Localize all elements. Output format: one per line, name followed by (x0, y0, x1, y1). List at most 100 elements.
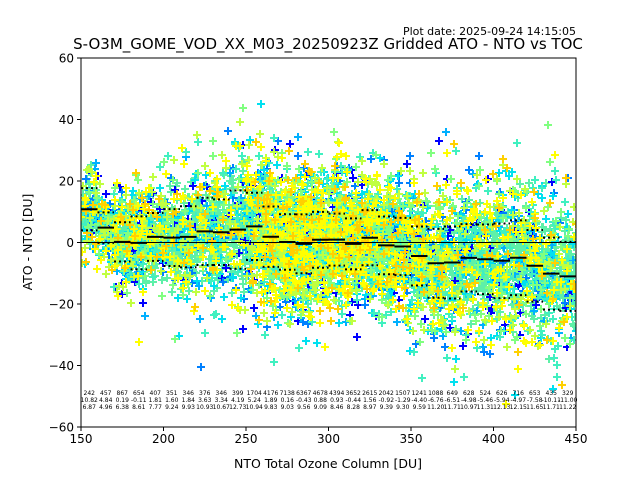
bin-mean-label: -0.92 (378, 397, 394, 404)
bin-mean-label: -1.29 (395, 397, 411, 404)
bin-mean-label: -7.58 (527, 397, 543, 404)
bin-stat-labels: 242 457 867 654 407 351 346 376 346 399 1704 4176 71… (81, 390, 578, 411)
bin-std-label: 11.65 (526, 404, 543, 411)
x-tick-label: 300 (317, 432, 340, 446)
x-tick-label: 350 (400, 432, 423, 446)
bin-count-label: 1507 (395, 390, 410, 397)
bin-std-label: 11.20 (427, 404, 444, 411)
bin-mean-label: 1.89 (264, 397, 278, 404)
bin-std-label: 11.22 (559, 404, 576, 411)
bin-count-label: 3652 (346, 390, 361, 397)
bin-mean-label: -6.51 (444, 397, 460, 404)
bin-std-label: 12.13 (493, 404, 510, 411)
bin-count-label: 6367 (296, 390, 311, 397)
bin-std-label: 9.93 (182, 404, 196, 411)
y-axis-label: ATO - NTO [DU] (20, 194, 35, 291)
bin-mean-label: 1.60 (165, 397, 179, 404)
bin-std-label: 11.71 (444, 404, 461, 411)
y-tick-label: −40 (49, 359, 74, 373)
bin-std-label: 9.03 (281, 404, 295, 411)
y-tick-label: 0 (66, 236, 74, 250)
bin-count-label: 1241 (412, 390, 427, 397)
bin-count-label: 628 (463, 390, 475, 397)
bin-count-label: 867 (117, 390, 129, 397)
bin-std-label: 12.73 (229, 404, 246, 411)
bin-std-label: 11.71 (543, 404, 560, 411)
bin-mean-label: -4.40 (411, 397, 427, 404)
bin-count-label: 242 (84, 390, 96, 397)
bin-count-label: 1704 (247, 390, 262, 397)
scatter-points (81, 100, 576, 408)
x-tick-label: 200 (152, 432, 175, 446)
y-tick-label: 60 (59, 52, 74, 66)
bin-mean-label: -0.43 (296, 397, 312, 404)
x-axis: 150 200 250 300 350 400 450 (70, 427, 588, 446)
bin-mean-label: -4.97 (510, 397, 526, 404)
x-tick-label: 450 (565, 432, 588, 446)
bin-count-label: 346 (183, 390, 195, 397)
plot-date: Plot date: 2025-09-24 14:15:05 (403, 25, 576, 38)
bin-mean-label: 3.34 (215, 397, 229, 404)
bin-std-label: 10.67 (213, 404, 230, 411)
bin-mean-label: 1.81 (149, 397, 163, 404)
y-tick-label: −20 (49, 298, 74, 312)
bin-std-label: 8.61 (132, 404, 146, 411)
scatter-marker-group (82, 138, 576, 389)
bin-std-label: 8.46 (330, 404, 344, 411)
bin-count-label: 654 (133, 390, 145, 397)
bin-std-label: 12.15 (510, 404, 527, 411)
bin-count-label: 329 (562, 390, 574, 397)
bin-std-label: 9.09 (314, 404, 328, 411)
bin-mean-label: 10.82 (81, 397, 98, 404)
bin-std-label: 9.39 (380, 404, 394, 411)
bin-std-label: 9.83 (264, 404, 278, 411)
y-axis: 60 40 20 0 −20 −40 −60 (49, 52, 81, 435)
bin-count-label: 2042 (379, 390, 394, 397)
bin-mean-label: -0.11 (131, 397, 147, 404)
bin-mean-label: 0.93 (330, 397, 344, 404)
bin-count-label: 457 (100, 390, 112, 397)
bin-std-label: 9.24 (165, 404, 179, 411)
bin-count-label: 376 (199, 390, 211, 397)
bin-mean-label: 1.56 (363, 397, 377, 404)
bin-mean-label: -6.76 (428, 397, 444, 404)
bin-mean-label: -5.46 (477, 397, 493, 404)
bin-std-label: 8.97 (363, 404, 377, 411)
bin-std-label: 9.30 (396, 404, 410, 411)
y-tick-label: 20 (59, 175, 74, 189)
bin-count-label: 649 (447, 390, 459, 397)
bin-count-label: 4678 (313, 390, 328, 397)
mean-lines (81, 208, 576, 278)
bin-mean-label: -4.98 (461, 397, 477, 404)
bin-count-label: 524 (480, 390, 492, 397)
x-tick-label: 400 (482, 432, 505, 446)
bin-mean-label: 0.16 (281, 397, 295, 404)
bin-std-label: 9.56 (297, 404, 311, 411)
bin-mean-label: -11.00 (558, 397, 578, 404)
bin-mean-label: 0.88 (314, 397, 328, 404)
bin-count-label: 653 (529, 390, 541, 397)
bin-std-label: 7.77 (149, 404, 163, 411)
bin-count-label: 2615 (362, 390, 377, 397)
bin-count-label: 351 (166, 390, 178, 397)
x-tick-label: 250 (235, 432, 258, 446)
bin-std-label: 10.97 (460, 404, 477, 411)
bin-count-label: 7138 (280, 390, 295, 397)
bin-std-label: 8.28 (347, 404, 361, 411)
bin-count-label: 626 (496, 390, 508, 397)
bin-std-label: 10.93 (196, 404, 213, 411)
bin-mean-label: 1.84 (182, 397, 196, 404)
bin-count-label: 4176 (263, 390, 278, 397)
bin-std-label: 6.87 (83, 404, 97, 411)
bin-std-label: 6.38 (116, 404, 130, 411)
bin-mean-label: -5.94 (494, 397, 510, 404)
bin-count-label: 346 (216, 390, 228, 397)
y-tick-label: 40 (59, 113, 74, 127)
bin-count-label: 407 (150, 390, 162, 397)
y-tick-label: −60 (49, 421, 74, 435)
bin-std-label: 4.96 (99, 404, 113, 411)
x-tick-label: 150 (70, 432, 93, 446)
bin-count-label: 1088 (428, 390, 443, 397)
bin-mean-label: 3.63 (198, 397, 212, 404)
